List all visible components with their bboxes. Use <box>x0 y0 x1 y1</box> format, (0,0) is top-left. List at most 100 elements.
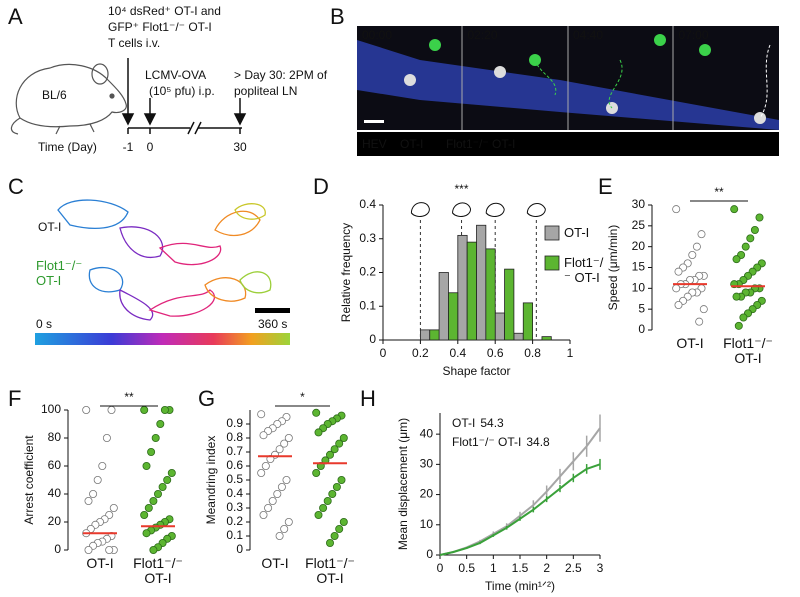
y-axis-label: Mean displacement (μm) <box>396 418 410 550</box>
legend-entry: OT-I 54.3 <box>452 416 504 430</box>
dot <box>282 475 291 484</box>
x-tick-label: 0.2 <box>412 346 429 360</box>
y-tick-label: 0.2 <box>359 265 376 279</box>
legend-label-box: OT-I <box>564 225 589 240</box>
legend-swatch <box>544 225 560 241</box>
x-tick-label: OT-I <box>261 556 289 571</box>
y-axis-label: Speed (μm/min) <box>606 225 620 311</box>
scale-bar <box>255 308 290 313</box>
dot <box>140 510 149 519</box>
legend-name: Flot1⁻/⁻ OT-I <box>452 435 521 449</box>
data-line <box>439 463 601 556</box>
dot <box>314 428 323 437</box>
shape-icon <box>526 203 546 217</box>
x-tick-label: 2.5 <box>565 561 582 575</box>
dot <box>268 496 277 505</box>
movie-frames <box>357 26 779 156</box>
day-label: 30 <box>233 140 247 154</box>
y-tick-label: 60 <box>48 458 62 472</box>
x-tick-label: 0.8 <box>524 346 541 360</box>
dot <box>335 525 344 534</box>
dot <box>158 482 167 491</box>
legend-swatch <box>544 255 560 271</box>
panel-letter: A <box>8 4 23 29</box>
time-colorbar <box>35 333 290 345</box>
schematic-text: GFP⁺ Flot1⁻/⁻ OT-I <box>108 20 212 34</box>
colorbar-label: 360 s <box>258 317 287 331</box>
y-tick-label: 0 <box>54 542 61 556</box>
dot <box>688 250 697 259</box>
y-tick-label: 5 <box>638 301 645 315</box>
x-tick-label: 0.4 <box>449 346 466 360</box>
mouse-label: BL/6 <box>42 88 67 102</box>
dot <box>695 317 704 326</box>
y-tick-label: 20 <box>632 239 646 253</box>
y-tick-label: 0 <box>369 332 376 346</box>
bar <box>541 336 552 341</box>
movie-legend: Flot1⁻/⁻ OT-I <box>446 137 515 151</box>
x-tick-label: 0 <box>437 561 444 575</box>
y-tick-label: 0.1 <box>359 298 376 312</box>
dot <box>284 433 293 442</box>
dot <box>142 529 151 538</box>
y-tick-label: 0 <box>236 542 243 556</box>
panel-letter: G <box>198 386 215 411</box>
dot <box>741 242 750 251</box>
y-tick-label: 0.3 <box>359 231 376 245</box>
mouse-drawing <box>10 63 127 135</box>
y-tick-label: 100 <box>41 402 61 416</box>
dot <box>328 489 337 498</box>
dot <box>149 546 158 555</box>
bar <box>457 234 468 341</box>
dot <box>337 475 346 484</box>
dot <box>312 408 321 417</box>
x-tick-label: Flot1⁻/⁻ OT-I <box>305 556 355 586</box>
schematic-text: LCMV-OVA <box>145 68 206 82</box>
y-tick-label: 40 <box>48 486 62 500</box>
x-tick-label: Flot1⁻/⁻ OT-I <box>133 556 183 586</box>
x-axis-label: Time (min¹ᐟ²) <box>485 579 555 593</box>
x-tick-label: 1 <box>490 561 497 575</box>
bar <box>522 302 534 341</box>
dot <box>325 539 334 548</box>
dot <box>699 305 708 314</box>
dot <box>98 461 107 470</box>
cell-tracks <box>57 199 272 321</box>
y-tick-label: 30 <box>420 457 434 471</box>
y-tick-label: 20 <box>48 514 62 528</box>
y-tick-label: 30 <box>632 197 646 211</box>
legend-label-box: Flot1⁻/⁻ OT-I <box>564 255 604 285</box>
time-label: Time (Day) <box>38 140 97 154</box>
dot <box>142 461 151 470</box>
dot <box>755 213 764 222</box>
dot <box>277 482 286 491</box>
y-axis-label: Relative frequency <box>339 223 353 322</box>
panel-letter: C <box>8 174 24 199</box>
dot <box>339 518 348 527</box>
y-tick-label: 0.1 <box>226 528 243 542</box>
dot <box>280 439 289 448</box>
panel-letter: H <box>360 386 376 411</box>
y-tick-label: 0 <box>638 322 645 336</box>
dot <box>163 475 172 484</box>
dot <box>84 496 93 505</box>
dot <box>339 433 348 442</box>
legend-label: Flot1⁻/⁻ OT-I <box>564 255 604 285</box>
dot <box>739 313 748 322</box>
y-axis-label: Arrest coefficient <box>22 435 36 525</box>
schematic-text: > Day 30: 2PM of <box>234 68 328 82</box>
dot <box>109 503 118 512</box>
dot <box>93 475 102 484</box>
timestamp: 00:00 <box>362 28 392 42</box>
x-tick-label: 0 <box>380 346 387 360</box>
dot <box>105 546 114 555</box>
dot <box>261 461 270 470</box>
day-label: 0 <box>147 140 154 154</box>
bar <box>448 292 459 341</box>
dot <box>82 405 91 414</box>
y-tick-label: 0 <box>426 547 433 561</box>
x-tick-label: 3 <box>597 561 604 575</box>
dot <box>323 496 332 505</box>
timestamp: 07:00 <box>679 28 709 42</box>
